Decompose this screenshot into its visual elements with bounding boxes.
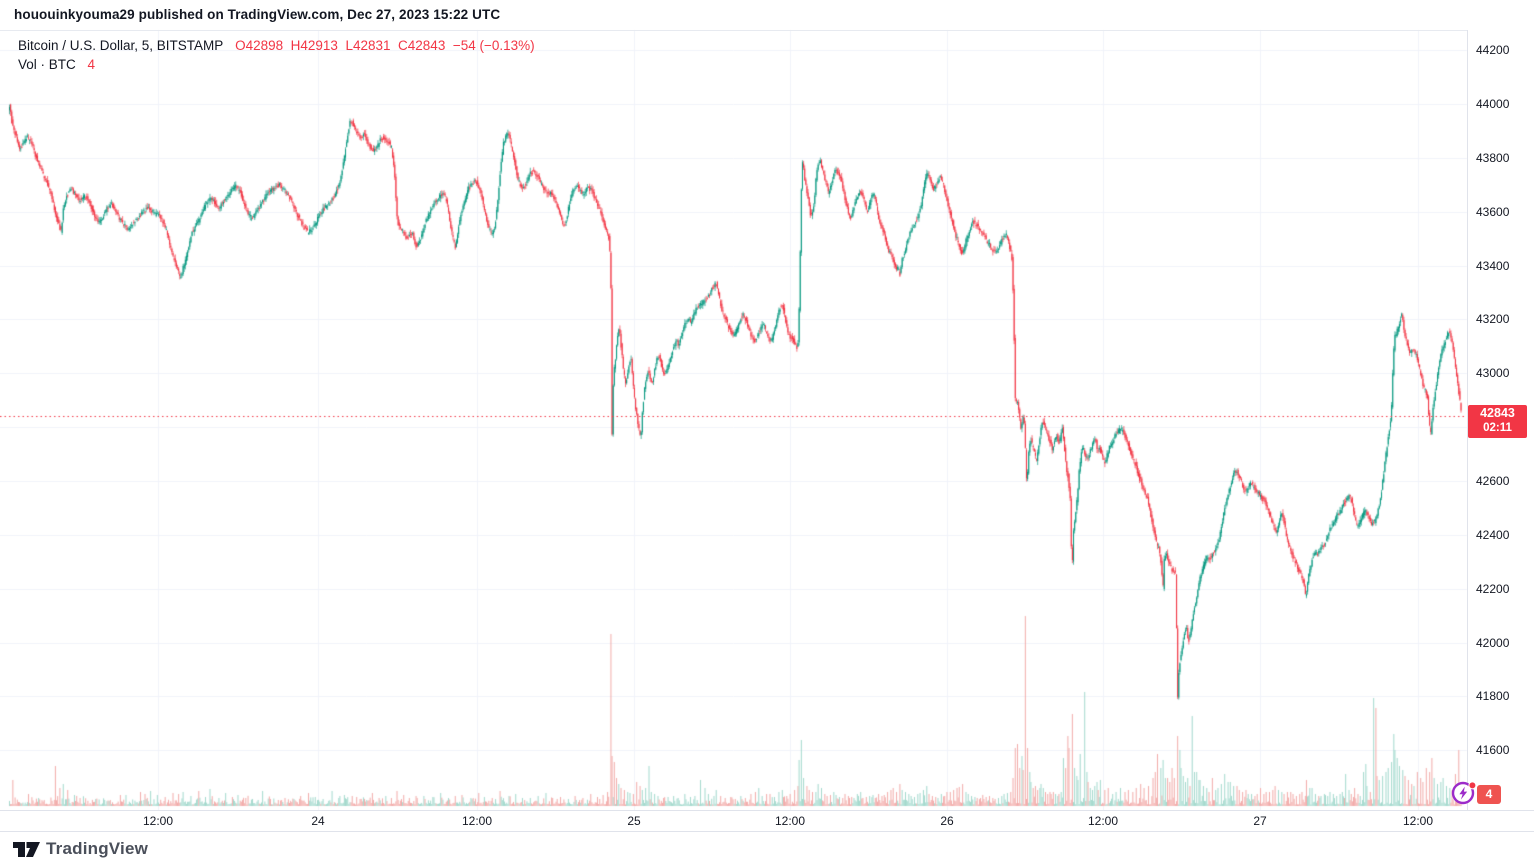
ohlc-open: O42898 (235, 38, 284, 53)
last-price-badge: 42843 02:11 (1468, 405, 1527, 438)
time-axis[interactable]: 12:00 24 12:00 25 12:00 26 12:00 27 12:00 (0, 810, 1534, 832)
price-tick-label: 43800 (1476, 150, 1510, 165)
time-tick-label: 24 (311, 814, 325, 828)
tradingview-logo-icon (13, 842, 40, 857)
time-tick-label: 12:00 (1087, 814, 1119, 828)
alert-dot-icon (1469, 782, 1476, 789)
price-tick-label: 42000 (1476, 635, 1510, 650)
ohlc-close: C42843 (398, 38, 446, 53)
brand-name: TradingView (46, 839, 149, 858)
volume-axis-badge: 4 (1477, 785, 1501, 804)
change-value: −54 (−0.13%) (452, 38, 535, 53)
time-tick-label: 26 (940, 814, 954, 828)
time-tick-label: 27 (1253, 814, 1267, 828)
footer: TradingView (0, 832, 1534, 868)
header-divider (0, 30, 1534, 31)
ohlc-low: L42831 (345, 38, 391, 53)
time-tick-label: 25 (627, 814, 641, 828)
price-tick-label: 44200 (1476, 43, 1510, 58)
publish-info: hououinkyouma29 published on TradingView… (14, 7, 501, 22)
ohlc-high: H42913 (290, 38, 338, 53)
volume-value: 4 (87, 57, 96, 72)
chart-legend: Bitcoin / U.S. Dollar, 5, BITSTAMP O4289… (18, 36, 535, 74)
volume-row[interactable]: Vol · BTC 4 (18, 55, 535, 74)
price-tick-label: 41600 (1476, 743, 1510, 758)
last-price-value: 42843 (1480, 406, 1515, 420)
flash-icon[interactable] (1449, 778, 1479, 808)
price-tick-label: 43400 (1476, 258, 1510, 273)
time-tick-label: 12:00 (461, 814, 493, 828)
symbol-row[interactable]: Bitcoin / U.S. Dollar, 5, BITSTAMP O4289… (18, 36, 535, 55)
price-tick-label: 43000 (1476, 366, 1510, 381)
price-tick-label: 42400 (1476, 527, 1510, 542)
time-tick-label: 12:00 (142, 814, 174, 828)
volume-label: Vol · BTC (18, 57, 76, 72)
time-tick-label: 12:00 (774, 814, 806, 828)
price-tick-label: 41800 (1476, 689, 1510, 704)
price-tick-label: 43600 (1476, 204, 1510, 219)
symbol-title: Bitcoin / U.S. Dollar, 5, BITSTAMP (18, 38, 224, 53)
price-tick-label: 42200 (1476, 581, 1510, 596)
time-tick-label: 12:00 (1402, 814, 1434, 828)
bar-countdown: 02:11 (1483, 422, 1512, 434)
price-tick-label: 43200 (1476, 312, 1510, 327)
price-tick-label: 42600 (1476, 473, 1510, 488)
tradingview-logo[interactable]: TradingView (13, 839, 148, 859)
price-tick-label: 44000 (1476, 97, 1510, 111)
